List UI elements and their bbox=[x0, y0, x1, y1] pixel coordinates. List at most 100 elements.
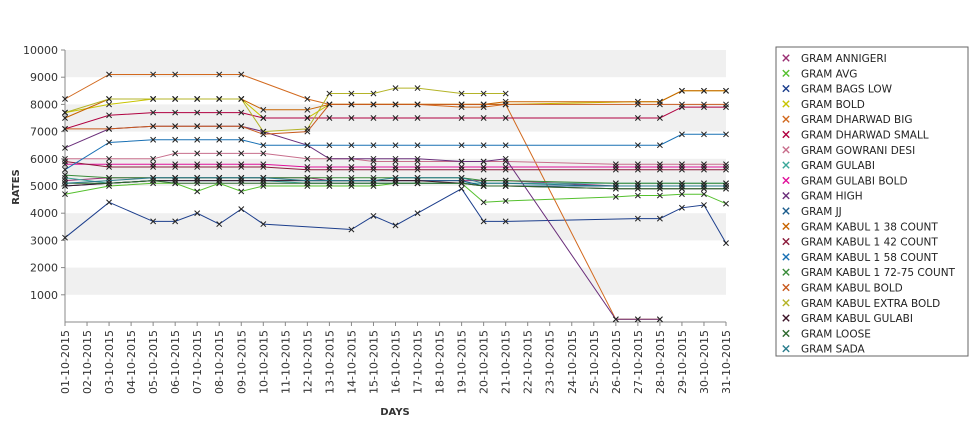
data-point-marker bbox=[634, 164, 641, 170]
data-point-marker bbox=[326, 142, 333, 149]
series bbox=[62, 101, 729, 138]
data-point-marker bbox=[106, 183, 113, 189]
data-point-marker bbox=[150, 164, 157, 170]
data-point-marker bbox=[194, 174, 201, 181]
data-point-marker bbox=[150, 96, 157, 102]
data-point-marker bbox=[326, 164, 333, 170]
data-point-marker bbox=[304, 128, 311, 135]
data-point-marker bbox=[260, 161, 267, 168]
data-point-marker bbox=[701, 166, 707, 173]
x-tick-label: 20-10-2015 bbox=[478, 330, 491, 394]
data-point-marker bbox=[216, 136, 223, 143]
data-point-marker bbox=[502, 164, 509, 170]
x-tick-label: 22-10-2015 bbox=[522, 330, 535, 394]
data-point-marker bbox=[502, 177, 509, 184]
x-tick-label: 28-10-2015 bbox=[654, 330, 667, 394]
data-point-marker bbox=[62, 158, 68, 165]
series bbox=[62, 158, 729, 173]
data-point-marker bbox=[194, 123, 201, 130]
data-point-marker bbox=[370, 180, 377, 187]
data-point-marker bbox=[392, 101, 399, 108]
grid-band bbox=[65, 158, 726, 186]
data-point-marker bbox=[634, 192, 641, 199]
legend-marker bbox=[782, 192, 790, 200]
legend-item: GRAM KABUL EXTRA BOLD bbox=[782, 298, 940, 310]
data-point-marker bbox=[326, 174, 333, 181]
data-point-marker bbox=[480, 180, 487, 187]
x-tick-label: 08-10-2015 bbox=[213, 330, 226, 394]
data-point-marker bbox=[634, 183, 641, 189]
series-line bbox=[64, 133, 726, 171]
x-tick-label: 16-10-2015 bbox=[390, 330, 403, 394]
data-point-marker bbox=[106, 139, 113, 146]
data-point-marker bbox=[678, 164, 685, 170]
data-point-marker bbox=[326, 90, 333, 97]
x-axis-label: DAYS bbox=[380, 407, 410, 418]
data-point-marker bbox=[260, 164, 267, 170]
data-point-marker bbox=[414, 85, 421, 92]
data-point-marker bbox=[106, 177, 113, 184]
series-line bbox=[64, 188, 727, 244]
data-point-marker bbox=[701, 164, 707, 170]
legend-label: GRAM BOLD bbox=[801, 99, 865, 111]
grid-band bbox=[65, 267, 726, 295]
legend-label: GRAM KABUL BOLD bbox=[801, 283, 903, 295]
legend-marker bbox=[782, 299, 790, 307]
legend-item: GRAM AVG bbox=[782, 68, 857, 80]
data-point-marker bbox=[304, 106, 311, 113]
data-point-marker bbox=[106, 199, 113, 206]
data-point-marker bbox=[701, 101, 707, 108]
data-point-marker bbox=[304, 142, 311, 149]
data-point-marker bbox=[348, 90, 355, 97]
data-point-marker bbox=[392, 180, 399, 187]
legend-item: GRAM HIGH bbox=[782, 191, 863, 203]
data-point-marker bbox=[392, 155, 399, 162]
data-point-marker bbox=[304, 96, 311, 102]
data-point-marker bbox=[480, 166, 487, 173]
data-point-marker bbox=[502, 90, 509, 97]
data-point-marker bbox=[392, 164, 399, 170]
data-point-marker bbox=[194, 180, 201, 187]
data-point-marker bbox=[502, 142, 509, 149]
data-point-marker bbox=[62, 172, 68, 179]
legend-item: GRAM BAGS LOW bbox=[782, 84, 893, 96]
data-point-marker bbox=[634, 98, 641, 105]
data-point-marker bbox=[348, 180, 355, 187]
x-tick-label: 07-10-2015 bbox=[191, 330, 204, 394]
data-point-marker bbox=[260, 128, 267, 135]
legend-label: GRAM AVG bbox=[801, 68, 857, 80]
data-point-marker bbox=[238, 136, 245, 143]
data-point-marker bbox=[238, 161, 245, 168]
data-point-marker bbox=[238, 123, 245, 130]
data-point-marker bbox=[612, 193, 619, 200]
data-point-marker bbox=[194, 96, 201, 102]
data-point-marker bbox=[701, 183, 707, 189]
data-point-marker bbox=[458, 101, 465, 108]
data-point-marker bbox=[414, 101, 421, 108]
data-point-marker bbox=[656, 192, 663, 199]
data-point-marker bbox=[216, 174, 223, 181]
x-tick-label: 06-10-2015 bbox=[169, 330, 182, 394]
data-point-marker bbox=[172, 174, 179, 181]
data-point-marker bbox=[502, 180, 509, 187]
data-point-marker bbox=[216, 177, 223, 184]
data-point-marker bbox=[150, 161, 157, 168]
data-point-marker bbox=[172, 71, 179, 78]
data-point-marker bbox=[172, 218, 179, 225]
data-point-marker bbox=[723, 131, 729, 138]
data-point-marker bbox=[216, 161, 223, 168]
data-point-marker bbox=[612, 180, 619, 187]
data-point-marker bbox=[458, 166, 465, 173]
y-tick-label: 8000 bbox=[30, 98, 58, 111]
data-point-marker bbox=[656, 183, 663, 189]
legend-label: GRAM KABUL GULABI bbox=[801, 313, 913, 325]
data-point-marker bbox=[216, 150, 223, 157]
data-point-marker bbox=[723, 104, 729, 111]
legend-marker bbox=[782, 115, 790, 123]
y-axis-label: RATES bbox=[11, 169, 22, 205]
data-point-marker bbox=[723, 240, 729, 247]
data-point-marker bbox=[723, 87, 729, 94]
data-point-marker bbox=[502, 183, 509, 189]
data-point-marker bbox=[260, 106, 267, 113]
data-point-marker bbox=[612, 316, 619, 323]
